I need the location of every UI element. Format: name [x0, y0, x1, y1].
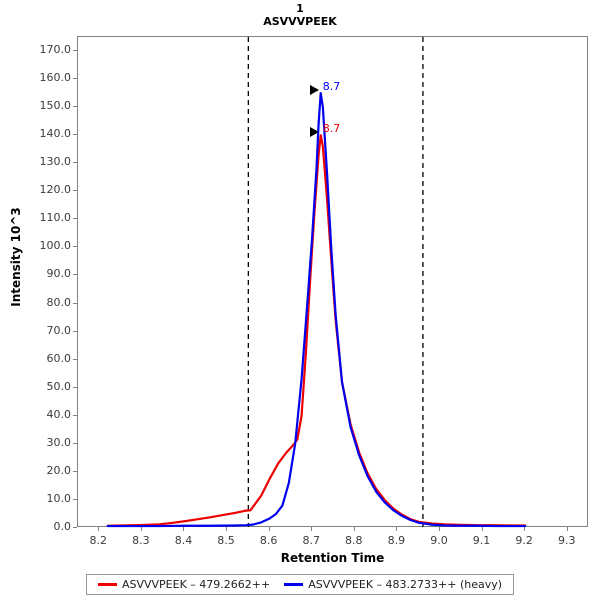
x-tick-label: 9.3: [557, 534, 576, 547]
peak-marker-arrow-icon: [309, 85, 319, 96]
series-curves: [106, 92, 527, 528]
x-tick-mark: [98, 527, 100, 531]
peak-retention-time-label-heavy[interactable]: 8.7: [309, 80, 341, 96]
legend-color-swatch: [97, 583, 117, 586]
x-tick-mark: [311, 527, 313, 531]
x-tick-mark: [353, 527, 355, 531]
y-tick-label: 40.0: [46, 407, 72, 421]
x-tick-mark: [268, 527, 270, 531]
plot-area[interactable]: 8.7 8.7: [77, 36, 588, 528]
y-tick-label: 30.0: [46, 435, 72, 449]
y-tick-label: 120.0: [39, 183, 72, 197]
x-tick-label: 8.2: [89, 534, 108, 547]
y-tick-mark: [73, 190, 77, 192]
chart-legend: ASVVVPEEK – 479.2662++ ASVVVPEEK – 483.27…: [86, 574, 514, 595]
y-tick-mark: [73, 527, 77, 528]
x-tick-mark: [524, 527, 526, 531]
x-tick-label: 8.3: [132, 534, 150, 547]
y-tick-label: 70.0: [46, 323, 72, 337]
y-tick-mark: [73, 218, 77, 220]
y-tick-mark: [73, 162, 77, 164]
y-tick-label: 150.0: [39, 99, 72, 113]
peak-retention-time-label-light[interactable]: 8.7: [309, 122, 341, 138]
x-tick-mark: [226, 527, 228, 531]
legend-label: ASVVVPEEK – 479.2662++: [121, 578, 271, 591]
integration-boundary-lines[interactable]: [247, 37, 424, 527]
x-tick-label: 8.8: [345, 534, 363, 547]
x-tick-label: 9.0: [430, 534, 448, 547]
y-tick-mark: [73, 386, 77, 388]
y-tick-label: 20.0: [46, 463, 72, 477]
legend-label: ASVVVPEEK – 483.2733++ (heavy): [308, 578, 503, 591]
y-tick-mark: [73, 274, 77, 276]
chart-title-block: 1 ASVVVPEEK: [0, 2, 600, 29]
y-tick-label: 50.0: [46, 379, 72, 393]
series-curve-light[interactable]: [106, 134, 527, 527]
y-tick-mark: [73, 134, 77, 136]
legend-item-light[interactable]: ASVVVPEEK – 479.2662++: [97, 578, 271, 591]
y-tick-mark: [73, 498, 77, 500]
y-tick-mark: [73, 470, 77, 472]
legend-color-swatch: [284, 583, 304, 586]
y-tick-mark: [73, 302, 77, 304]
y-tick-label: 90.0: [46, 267, 72, 281]
peak-marker-arrow-icon: [309, 127, 319, 138]
y-tick-mark: [73, 106, 77, 108]
y-tick-mark: [73, 78, 77, 80]
x-tick-label: 8.9: [387, 534, 406, 547]
x-tick-mark: [396, 527, 398, 531]
x-tick-label: 9.2: [515, 534, 533, 547]
y-tick-mark: [73, 442, 77, 444]
x-tick-mark: [183, 527, 185, 531]
y-tick-mark: [73, 358, 77, 360]
y-tick-label: 60.0: [46, 351, 72, 365]
y-tick-mark: [73, 50, 77, 52]
chromatogram-svg: [106, 37, 527, 528]
y-tick-mark: [73, 330, 77, 332]
y-tick-label: 80.0: [46, 295, 72, 309]
y-tick-label: 10.0: [46, 491, 72, 505]
x-tick-label: 8.7: [302, 534, 320, 547]
x-tick-mark: [438, 527, 440, 531]
x-tick-label: 8.6: [259, 534, 278, 547]
peak-annotation-text: 8.7: [322, 122, 341, 136]
y-tick-mark: [73, 414, 77, 416]
x-tick-label: 8.4: [174, 534, 193, 547]
legend-item-heavy[interactable]: ASVVVPEEK – 483.2733++ (heavy): [284, 578, 502, 591]
y-tick-label: 170.0: [39, 43, 72, 57]
x-tick-label: 8.5: [217, 534, 235, 547]
x-tick-mark: [566, 527, 568, 531]
y-tick-label: 160.0: [39, 71, 72, 85]
chart-index-title: 1: [296, 2, 304, 15]
y-tick-label: 0.0: [53, 520, 72, 533]
y-tick-label: 100.0: [39, 239, 72, 253]
x-tick-label: 9.1: [472, 534, 491, 547]
x-tick-mark: [481, 527, 483, 531]
series-curve-heavy[interactable]: [106, 92, 527, 528]
y-tick-label: 140.0: [39, 127, 72, 141]
page-title: ASVVVPEEK: [263, 15, 337, 28]
x-axis-label: Retention Time: [280, 551, 385, 565]
y-tick-label: 130.0: [39, 155, 72, 169]
x-tick-mark: [140, 527, 142, 531]
y-tick-mark: [73, 246, 77, 248]
y-tick-label: 110.0: [39, 211, 72, 225]
peak-annotation-text: 8.7: [322, 80, 341, 94]
